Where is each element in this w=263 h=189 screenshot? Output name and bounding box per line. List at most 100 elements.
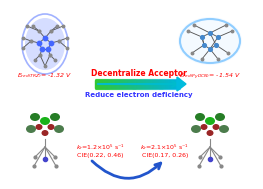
Bar [125, 80, 126, 88]
Ellipse shape [42, 130, 48, 136]
Bar [168, 80, 169, 88]
Bar [152, 80, 153, 88]
Bar [140, 80, 141, 88]
Bar [99, 80, 100, 88]
Bar [105, 80, 107, 88]
Ellipse shape [215, 113, 225, 121]
Bar [172, 80, 173, 88]
Bar [133, 80, 135, 88]
Bar [154, 80, 155, 88]
Bar [107, 80, 108, 88]
Ellipse shape [191, 125, 201, 133]
Bar [122, 80, 123, 88]
Text: $k_r$=2.1×10⁵ s⁻¹: $k_r$=2.1×10⁵ s⁻¹ [140, 142, 190, 152]
Bar [143, 80, 144, 88]
Bar [141, 80, 142, 88]
Bar [145, 80, 146, 88]
Text: $k_r$=1.2×10⁵ s⁻¹: $k_r$=1.2×10⁵ s⁻¹ [76, 142, 124, 152]
Ellipse shape [213, 124, 220, 130]
Ellipse shape [50, 113, 60, 121]
Bar [158, 80, 160, 88]
Polygon shape [177, 77, 186, 91]
Bar [113, 80, 114, 88]
Bar [114, 80, 115, 88]
Bar [161, 80, 163, 88]
Bar [177, 80, 178, 88]
Bar [148, 80, 149, 88]
Ellipse shape [195, 113, 205, 121]
Bar [118, 80, 119, 88]
Ellipse shape [48, 124, 54, 130]
Bar [104, 80, 105, 88]
Bar [170, 80, 171, 88]
Bar [149, 80, 150, 88]
Bar [112, 80, 113, 88]
Bar [155, 80, 156, 88]
Bar [121, 80, 122, 88]
Bar [110, 80, 112, 88]
Bar [142, 80, 143, 88]
Bar [97, 80, 98, 88]
Bar [136, 80, 138, 88]
Bar [128, 80, 129, 88]
Bar [119, 80, 120, 88]
Bar [146, 80, 147, 88]
Bar [115, 80, 116, 88]
Text: CIE(0.22, 0.46): CIE(0.22, 0.46) [77, 153, 123, 157]
Bar [176, 80, 177, 88]
Bar [138, 80, 139, 88]
Text: $E_{red(PyDCN)}$= -1.54 V: $E_{red(PyDCN)}$= -1.54 V [179, 72, 241, 82]
Bar [100, 80, 102, 88]
Bar [102, 80, 103, 88]
Ellipse shape [26, 125, 36, 133]
Bar [171, 80, 172, 88]
Bar [130, 80, 132, 88]
Ellipse shape [178, 17, 242, 65]
Text: Decentralize Acceptor: Decentralize Acceptor [91, 69, 187, 78]
Text: Reduce electron deficiency: Reduce electron deficiency [85, 92, 193, 98]
Ellipse shape [25, 18, 65, 70]
Bar [169, 80, 170, 88]
Bar [126, 80, 127, 88]
Ellipse shape [30, 113, 40, 121]
Bar [150, 80, 151, 88]
Bar [157, 80, 159, 88]
Ellipse shape [54, 125, 64, 133]
Bar [144, 80, 145, 88]
Bar [166, 80, 167, 88]
Bar [153, 80, 154, 88]
Bar [101, 80, 102, 88]
Text: CIE(0.17, 0.26): CIE(0.17, 0.26) [142, 153, 188, 157]
Text: $E_{red(TRZ)}$= -1.32 V: $E_{red(TRZ)}$= -1.32 V [17, 72, 73, 80]
Bar [123, 80, 124, 88]
Bar [167, 80, 168, 88]
Bar [120, 80, 121, 88]
Bar [165, 80, 166, 88]
Bar [135, 80, 137, 88]
Bar [131, 80, 133, 88]
Bar [109, 80, 110, 88]
Ellipse shape [219, 125, 229, 133]
Bar [103, 80, 104, 88]
Ellipse shape [205, 117, 215, 125]
Ellipse shape [200, 124, 208, 130]
Bar [124, 80, 125, 88]
Ellipse shape [206, 130, 214, 136]
Bar [127, 80, 128, 88]
Bar [174, 80, 175, 88]
Bar [98, 80, 99, 88]
Bar [96, 80, 97, 88]
Ellipse shape [40, 117, 50, 125]
Bar [108, 80, 109, 88]
Bar [132, 80, 134, 88]
Bar [117, 80, 118, 88]
Bar [175, 80, 176, 88]
Bar [109, 80, 111, 88]
FancyArrowPatch shape [92, 161, 161, 178]
Bar [129, 80, 130, 88]
Bar [156, 80, 158, 88]
Bar [116, 80, 117, 88]
Bar [173, 80, 174, 88]
Ellipse shape [36, 124, 43, 130]
Bar [147, 80, 148, 88]
